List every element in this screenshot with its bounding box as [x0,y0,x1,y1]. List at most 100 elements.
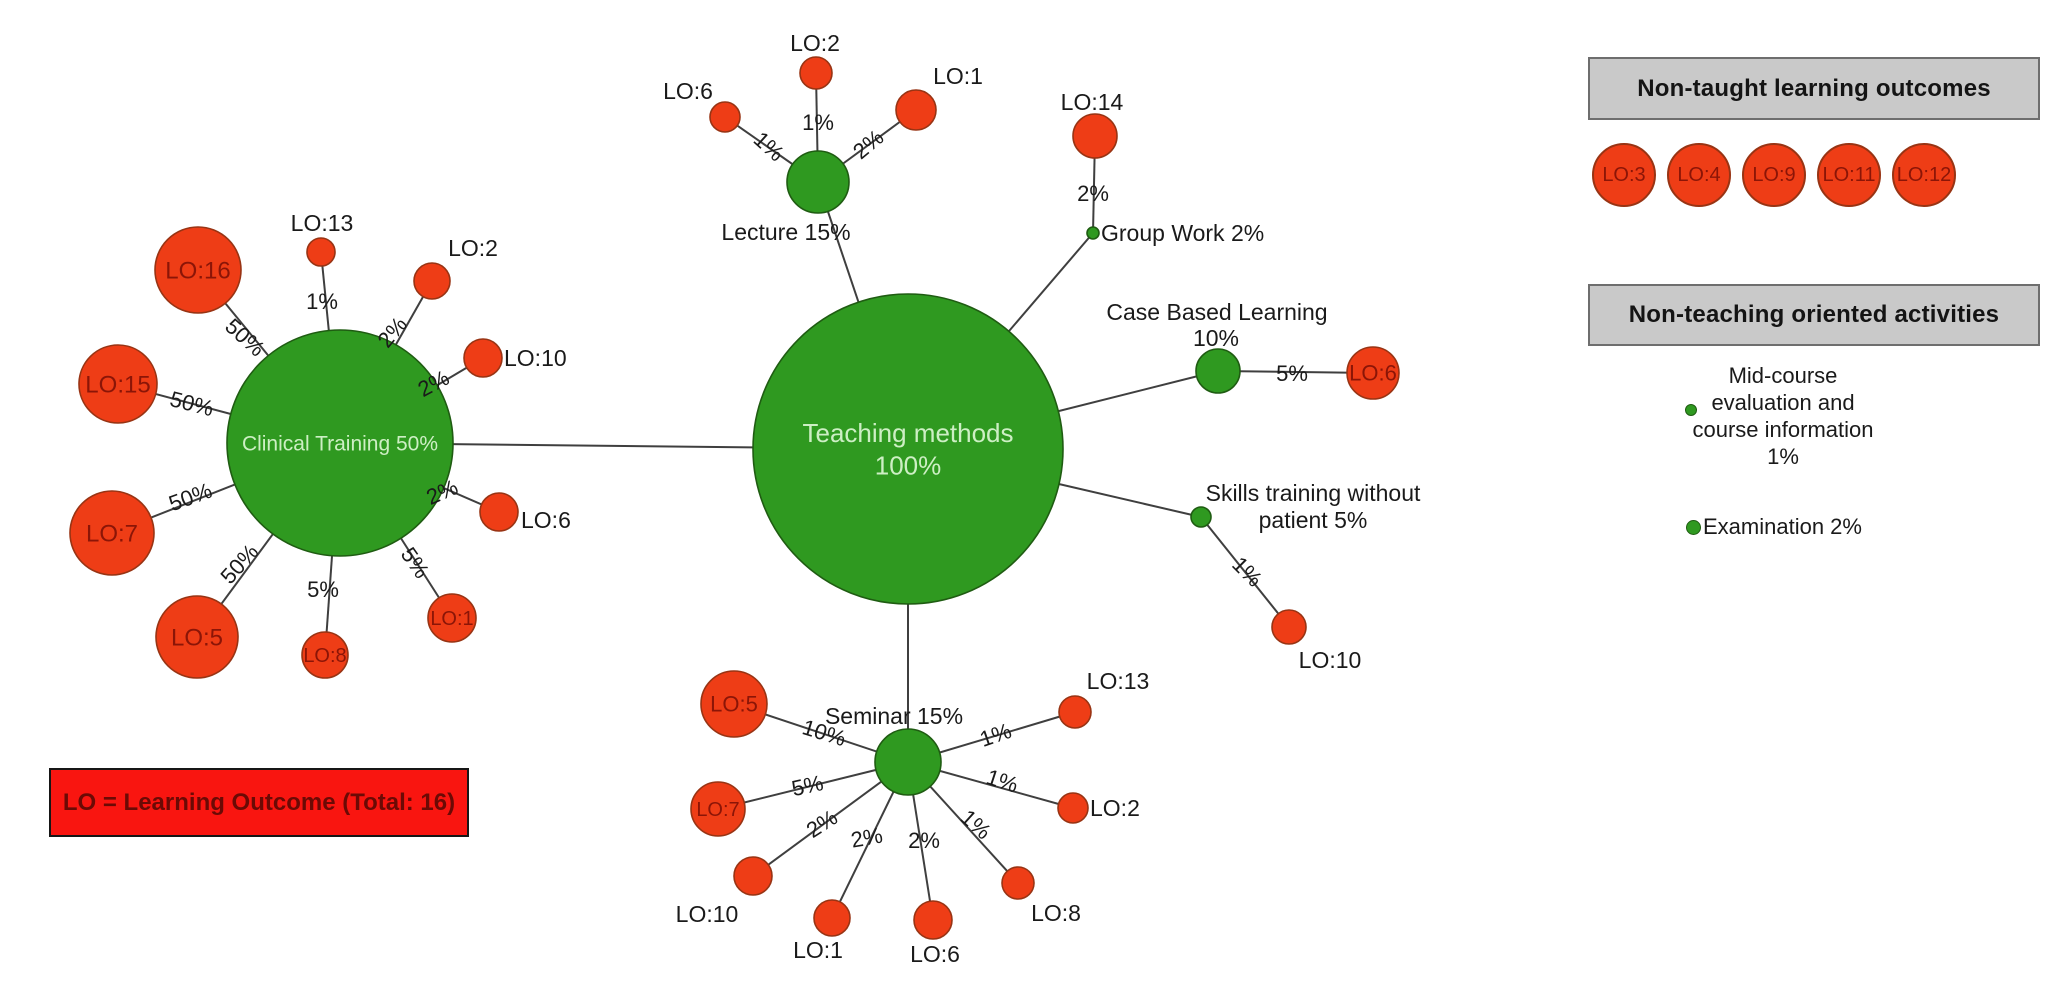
node-sk_lo10 [1271,609,1307,645]
non-taught-item-lo9: LO:9 [1742,143,1806,207]
node-c_lo1 [427,593,477,643]
clinical-lo13-label: LO:13 [291,210,354,236]
seminar-lo2-label: LO:2 [1090,795,1140,821]
edge-pct-s_lo8: 1% [956,804,996,844]
node-c_lo15 [78,344,158,424]
non-taught-item-lo3: LO:3 [1592,143,1656,207]
midcourse-dot-icon [1685,404,1697,416]
midcourse-activity: Mid-course evaluation and course informati… [1662,362,1904,470]
node-c_lo16 [154,226,242,314]
legend-text: LO = Learning Outcome (Total: 16) [62,788,456,816]
node-s_lo8 [1001,866,1035,900]
node-label-c_lo1: LO:1 [430,608,473,630]
node-s_lo7 [690,781,746,837]
lecture-lo6-label: LO:6 [663,78,713,104]
node-s_lo2 [1057,792,1089,824]
node-label-clinical: Clinical Training 50% [242,432,438,455]
non-taught-header: Non-taught learning outcomes [1588,57,2040,120]
edge-pct-c_lo1: 5% [396,543,435,583]
examination-label: Examination 2% [1703,514,1862,539]
edge-pct-l_lo6: 1% [749,126,789,166]
edge-skills-sk_lo10 [1200,516,1290,628]
non-taught-item-lo11: LO:11 [1817,143,1881,207]
node-label-c_lo15: LO:15 [85,371,150,398]
node-l_lo1 [895,89,937,131]
cbl-label-line2: 10% [1193,325,1239,351]
skills-lo10-label: LO:10 [1299,647,1362,673]
node-s_lo6 [913,900,953,940]
node-c_lo5 [155,595,239,679]
clinical-lo10-label: LO:10 [504,345,567,371]
edge-pct-c_lo13: 1% [306,289,338,314]
node-label-s_lo7: LO:7 [696,799,739,821]
skills-label-line1: Skills training without [1206,480,1421,506]
non-taught-item-lo4: LO:4 [1667,143,1731,207]
midcourse-line: 1% [1767,444,1799,469]
edge-pct-s_lo1: 2% [849,823,885,853]
node-l_lo6 [709,101,741,133]
seminar-lo6-label: LO:6 [910,941,960,967]
node-label-hub: 100% [875,450,942,480]
edge-pct-s_lo6: 2% [908,828,940,853]
node-s_lo5 [700,670,768,738]
groupwork-label: Group Work 2% [1101,220,1264,246]
non-taught-title: Non-taught learning outcomes [1637,74,1991,102]
seminar-lo10-label: LO:10 [676,901,739,927]
edge-pct-s_lo7: 5% [789,770,825,801]
edge-pct-s_lo10: 2% [802,805,842,843]
non-teaching-header: Non-teaching oriented activities [1588,284,2040,346]
seminar-label: Seminar 15% [825,703,963,729]
node-label-c_lo16: LO:16 [165,257,230,284]
node-label-c_lo7: LO:7 [86,520,138,547]
examination-activity: Examination 2% [1686,514,1862,540]
lecture-label: Lecture 15% [721,219,850,245]
edge-pct-c_lo15: 50% [167,386,216,421]
node-label-c_lo8: LO:8 [303,645,346,667]
seminar-lo8-label: LO:8 [1031,900,1081,926]
seminar-lo1-label: LO:1 [793,937,843,963]
node-c_lo13 [306,237,336,267]
node-clinical [226,329,454,557]
node-groupwork [1086,226,1100,240]
node-label-s_lo5: LO:5 [710,692,758,717]
lecture-lo2-label: LO:2 [790,30,840,56]
edge-pct-l_lo1: 2% [848,124,888,164]
node-seminar [874,728,942,796]
midcourse-line: evaluation and [1711,390,1855,415]
legend-box: LO = Learning Outcome (Total: 16) [49,768,469,837]
cbl-label-line1: Case Based Learning [1106,299,1327,325]
edge-pct-s_lo13: 1% [976,718,1014,752]
edge-pct-gw_lo14: 2% [1077,181,1109,206]
node-c_lo6 [479,492,519,532]
clinical-lo2-label: LO:2 [448,235,498,261]
non-taught-items: LO:3 LO:4 LO:9 LO:11 LO:12 [1592,143,1956,207]
node-hub [752,293,1064,605]
node-label-hub: Teaching methods [802,418,1013,448]
edge-pct-cbl: 5% [1276,361,1308,386]
node-cbl [1195,348,1241,394]
node-lecture [786,150,850,214]
node-c_lo10 [463,338,503,378]
node-l_lo2 [799,56,833,90]
midcourse-line: Mid-course [1728,363,1838,388]
edge-pct-c_lo5: 50% [215,539,263,588]
non-taught-item-lo12: LO:12 [1892,143,1956,207]
clinical-lo6-label: LO:6 [521,507,571,533]
node-label-c_lo5: LO:5 [171,624,223,651]
lecture-lo1-label: LO:1 [933,63,983,89]
node-s_lo1 [813,899,851,937]
lo14-label: LO:14 [1061,89,1124,115]
node-c_lo7 [69,490,155,576]
examination-dot-icon [1686,519,1701,535]
edge-pct-c_lo16: 50% [220,313,269,361]
edge-pct-c_lo7: 50% [165,478,215,517]
node-gw_lo14 [1072,113,1118,159]
node-s_lo13 [1058,695,1092,729]
seminar-lo13-label: LO:13 [1087,668,1150,694]
edge-pct-c_lo8: 5% [307,577,339,602]
node-c_lo2 [413,262,451,300]
edge-pct-l_lo2: 1% [802,110,834,135]
node-skills [1190,506,1212,528]
